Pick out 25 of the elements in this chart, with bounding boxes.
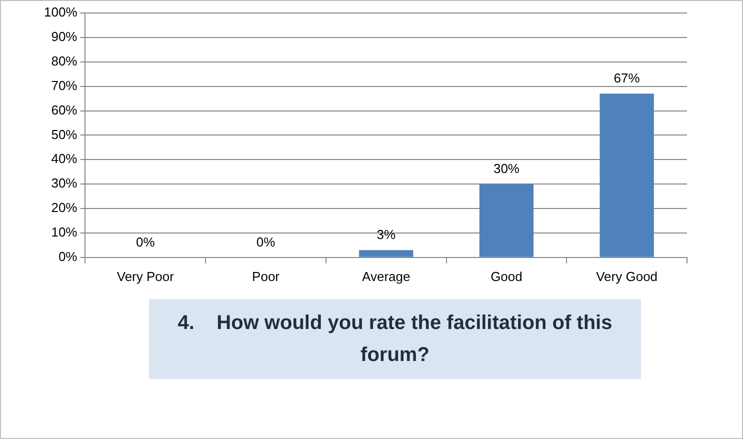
y-tick-label: 60% bbox=[51, 102, 78, 118]
x-tick-label: Average bbox=[362, 268, 410, 284]
y-tick-label: 90% bbox=[51, 29, 78, 44]
x-tick-label: Very Good bbox=[596, 268, 658, 284]
data-label: 3% bbox=[376, 227, 396, 242]
y-tick-label: 40% bbox=[51, 151, 78, 166]
x-tick-label: Very Poor bbox=[116, 268, 175, 284]
y-tick-label: 30% bbox=[51, 176, 78, 191]
text: 4. How would you rate the facilitation of this forum? bbox=[149, 299, 641, 379]
y-tick-label: 0% bbox=[58, 248, 78, 264]
y-tick-label: 50% bbox=[51, 126, 78, 142]
y-tick-label: 100% bbox=[44, 4, 78, 20]
bar bbox=[600, 94, 654, 257]
y-tick-label: 10% bbox=[51, 224, 78, 240]
data-label: 0% bbox=[256, 234, 276, 250]
y-tick-label: 20% bbox=[51, 200, 78, 216]
data-label: 0% bbox=[136, 234, 156, 250]
data-label: 30% bbox=[493, 161, 520, 176]
bar bbox=[479, 184, 534, 257]
y-tick-label: 80% bbox=[51, 53, 78, 68]
x-tick-label: Poor bbox=[252, 268, 280, 284]
x-tick-label: Good bbox=[490, 268, 522, 284]
data-label: 67% bbox=[614, 70, 640, 86]
bar bbox=[359, 250, 414, 257]
y-tick-label: 70% bbox=[51, 78, 78, 93]
